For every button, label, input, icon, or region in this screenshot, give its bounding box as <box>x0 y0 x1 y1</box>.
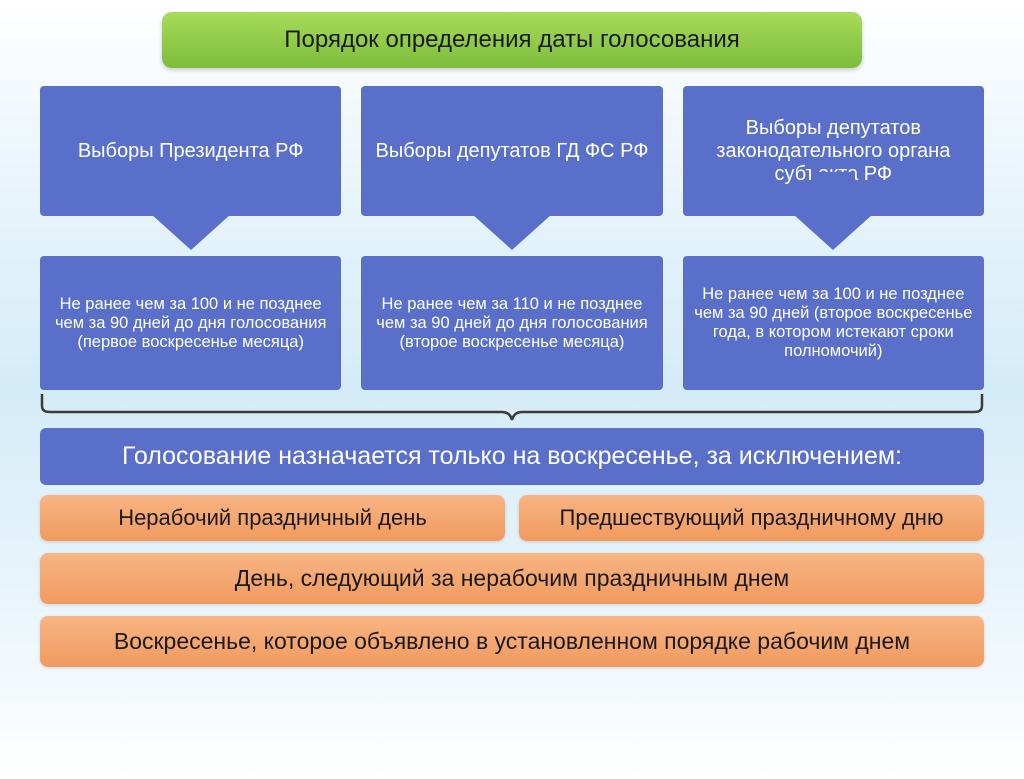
exceptions-row-1: Нерабочий праздничный день Предшествующи… <box>0 495 1024 541</box>
column-3: Выборы депутатов законодательного органа… <box>683 86 984 390</box>
columns-container: Выборы Президента РФ Не ранее чем за 100… <box>0 86 1024 390</box>
arrow-down-icon <box>151 214 231 250</box>
arrow-down-icon <box>793 214 873 250</box>
exception-box-2: Предшествующий праздничному дню <box>519 495 984 541</box>
col3-bottom-box: Не ранее чем за 100 и не позднее чем за … <box>683 256 984 390</box>
col2-bottom-box: Не ранее чем за 110 и не позднее чем за … <box>361 256 662 390</box>
exception-box-1: Нерабочий праздничный день <box>40 495 505 541</box>
exception-header: Голосование назначается только на воскре… <box>40 428 984 485</box>
column-1: Выборы Президента РФ Не ранее чем за 100… <box>40 86 341 390</box>
page-title: Порядок определения даты голосования <box>162 12 862 68</box>
col1-bottom-box: Не ранее чем за 100 и не позднее чем за … <box>40 256 341 390</box>
exception-box-4: Воскресенье, которое объявлено в установ… <box>40 616 984 667</box>
merge-bracket-icon <box>40 394 984 424</box>
column-2: Выборы депутатов ГД ФС РФ Не ранее чем з… <box>361 86 662 390</box>
arrow-down-icon <box>472 214 552 250</box>
exception-box-3: День, следующий за нерабочим праздничным… <box>40 553 984 604</box>
